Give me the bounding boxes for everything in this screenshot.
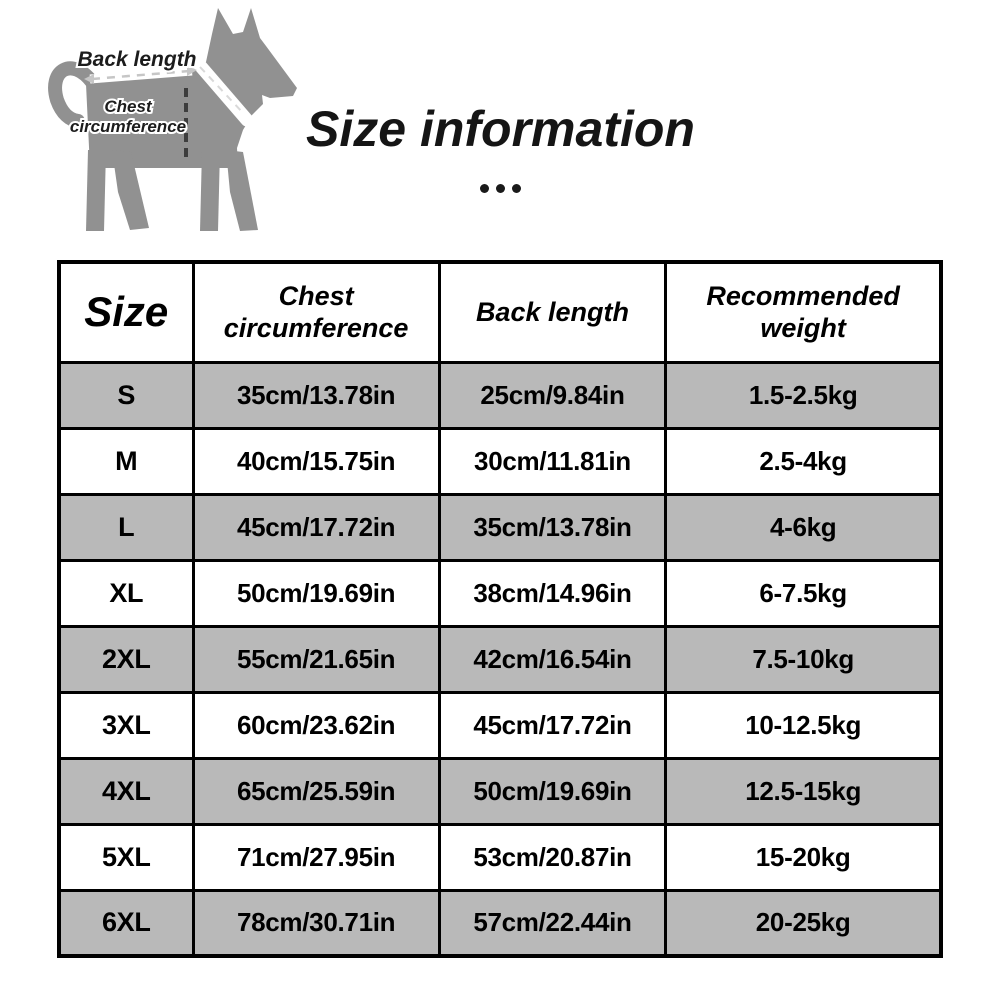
dot bbox=[512, 184, 521, 193]
weight-value: 2.5-4kg bbox=[664, 426, 943, 496]
size-value: 2XL bbox=[57, 624, 195, 694]
back-length-value: 30cm/11.81in bbox=[437, 426, 668, 496]
table-row-l: L 45cm/17.72in 35cm/13.78in 4-6kg bbox=[57, 492, 943, 562]
chest-value: 35cm/13.78in bbox=[191, 360, 441, 430]
column-header-size: Size bbox=[57, 260, 195, 364]
weight-value: 12.5-15kg bbox=[664, 756, 943, 826]
back-length-value: 35cm/13.78in bbox=[437, 492, 668, 562]
size-value: S bbox=[57, 360, 195, 430]
back-length-label: Back length bbox=[77, 48, 196, 71]
column-header-weight: Recommended weight bbox=[664, 260, 943, 364]
dog-measurement-figure: Back length Chest circumference bbox=[40, 0, 310, 240]
size-table: Size Chest circumference Back length Rec… bbox=[57, 260, 943, 958]
size-value: 6XL bbox=[57, 888, 195, 958]
back-length-value: 57cm/22.44in bbox=[437, 888, 668, 958]
chest-value: 45cm/17.72in bbox=[191, 492, 441, 562]
chest-label-line2: circumference bbox=[70, 117, 186, 136]
chest-value: 78cm/30.71in bbox=[191, 888, 441, 958]
table-row-2xl: 2XL 55cm/21.65in 42cm/16.54in 7.5-10kg bbox=[57, 624, 943, 694]
chest-value: 55cm/21.65in bbox=[191, 624, 441, 694]
size-value: 3XL bbox=[57, 690, 195, 760]
table-row-5xl: 5XL 71cm/27.95in 53cm/20.87in 15-20kg bbox=[57, 822, 943, 892]
back-length-value: 38cm/14.96in bbox=[437, 558, 668, 628]
table-row-xl: XL 50cm/19.69in 38cm/14.96in 6-7.5kg bbox=[57, 558, 943, 628]
back-length-value: 53cm/20.87in bbox=[437, 822, 668, 892]
weight-value: 20-25kg bbox=[664, 888, 943, 958]
table-row-6xl: 6XL 78cm/30.71in 57cm/22.44in 20-25kg bbox=[57, 888, 943, 958]
back-length-value: 42cm/16.54in bbox=[437, 624, 668, 694]
chest-label-line1: Chest bbox=[104, 97, 153, 116]
table-row-m: M 40cm/15.75in 30cm/11.81in 2.5-4kg bbox=[57, 426, 943, 496]
weight-value: 10-12.5kg bbox=[664, 690, 943, 760]
chest-value: 71cm/27.95in bbox=[191, 822, 441, 892]
title-block: Size information bbox=[0, 104, 1001, 154]
back-length-value: 45cm/17.72in bbox=[437, 690, 668, 760]
chest-value: 65cm/25.59in bbox=[191, 756, 441, 826]
dot bbox=[480, 184, 489, 193]
size-value: XL bbox=[57, 558, 195, 628]
dog-silhouette-icon: Back length Chest circumference bbox=[48, 8, 297, 231]
weight-value: 4-6kg bbox=[664, 492, 943, 562]
table-row-3xl: 3XL 60cm/23.62in 45cm/17.72in 10-12.5kg bbox=[57, 690, 943, 760]
size-value: 4XL bbox=[57, 756, 195, 826]
weight-value: 6-7.5kg bbox=[664, 558, 943, 628]
column-header-chest: Chest circumference bbox=[191, 260, 441, 364]
weight-value: 7.5-10kg bbox=[664, 624, 943, 694]
page-title: Size information bbox=[306, 101, 695, 157]
back-length-value: 50cm/19.69in bbox=[437, 756, 668, 826]
ellipsis-icon bbox=[0, 184, 1001, 193]
back-length-value: 25cm/9.84in bbox=[437, 360, 668, 430]
chest-value: 60cm/23.62in bbox=[191, 690, 441, 760]
size-value: L bbox=[57, 492, 195, 562]
dot bbox=[496, 184, 505, 193]
chest-value: 50cm/19.69in bbox=[191, 558, 441, 628]
size-value: M bbox=[57, 426, 195, 496]
size-table-container: Size Chest circumference Back length Rec… bbox=[57, 260, 943, 958]
chest-value: 40cm/15.75in bbox=[191, 426, 441, 496]
table-row-s: S 35cm/13.78in 25cm/9.84in 1.5-2.5kg bbox=[57, 360, 943, 430]
column-header-back-length: Back length bbox=[437, 260, 668, 364]
weight-value: 1.5-2.5kg bbox=[664, 360, 943, 430]
table-row-4xl: 4XL 65cm/25.59in 50cm/19.69in 12.5-15kg bbox=[57, 756, 943, 826]
size-value: 5XL bbox=[57, 822, 195, 892]
header-row: Size Chest circumference Back length Rec… bbox=[57, 260, 943, 364]
weight-value: 15-20kg bbox=[664, 822, 943, 892]
